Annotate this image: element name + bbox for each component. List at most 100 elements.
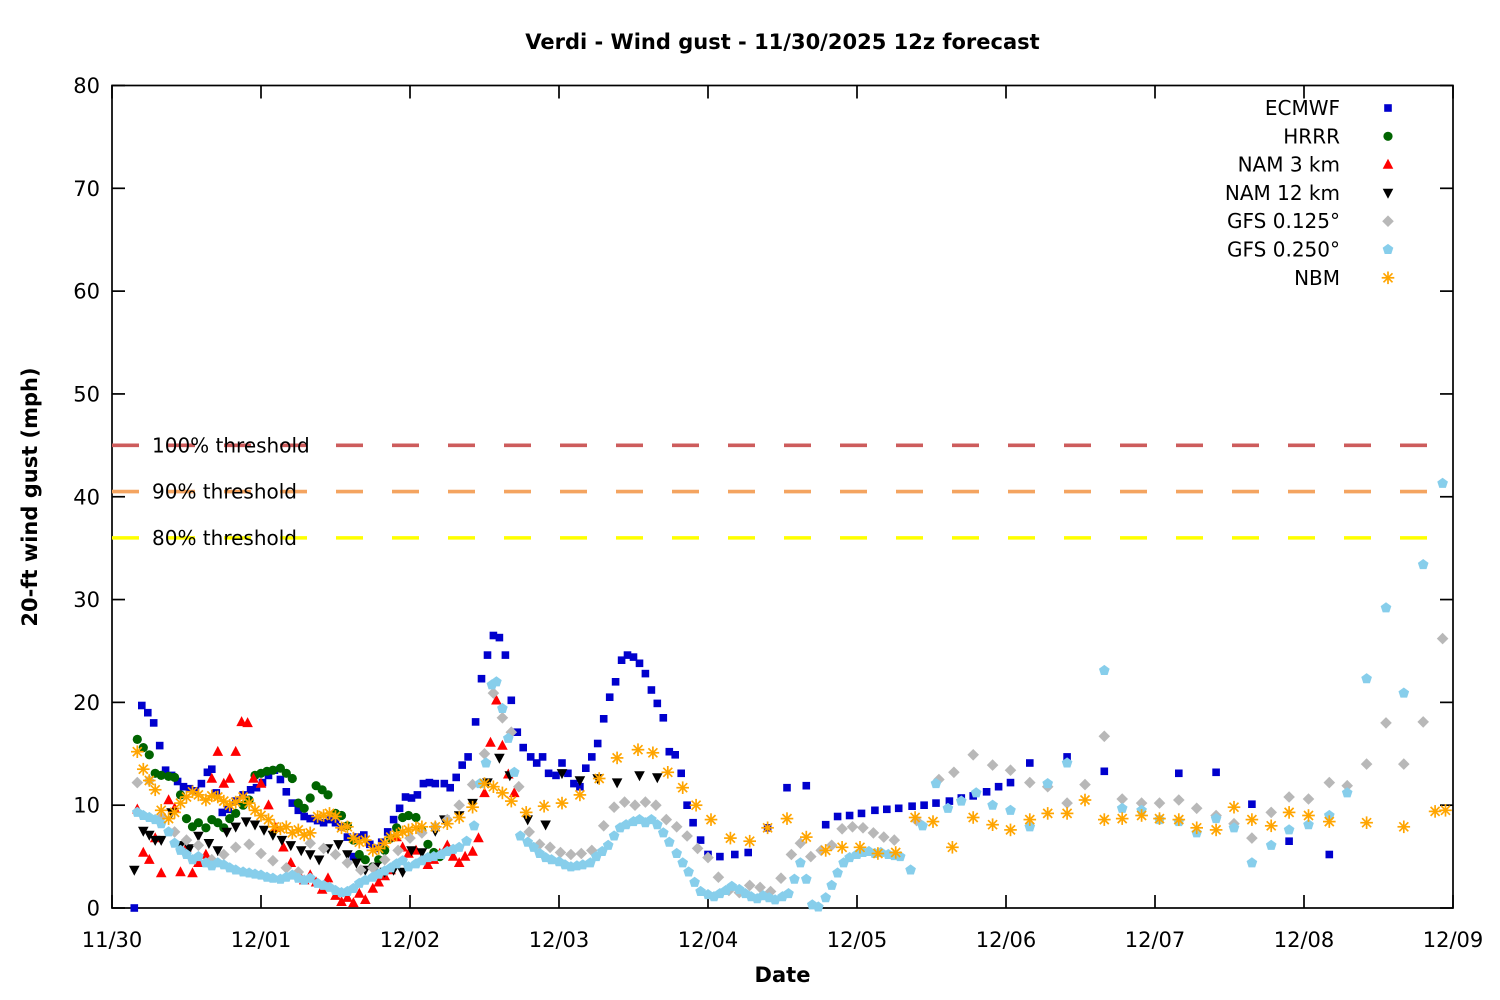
data-point (1265, 806, 1277, 819)
data-point (665, 747, 674, 756)
data-point (354, 849, 364, 860)
data-point (592, 772, 606, 785)
data-point (611, 678, 620, 686)
data-point (208, 765, 216, 773)
data-point (342, 891, 353, 902)
data-point (1078, 793, 1092, 807)
data-point (671, 847, 683, 859)
data-point (1005, 804, 1016, 815)
data-point (802, 781, 811, 790)
data-point (466, 800, 479, 814)
data-point (1323, 815, 1336, 828)
data-point (812, 901, 824, 912)
data-point (201, 823, 211, 833)
data-point (820, 892, 832, 903)
data-point (187, 867, 198, 878)
data-point (416, 848, 428, 859)
data-point (639, 796, 652, 808)
data-point (1265, 839, 1277, 850)
data-point (833, 812, 842, 821)
data-point (392, 823, 402, 833)
data-point (651, 819, 663, 830)
data-point (1026, 759, 1034, 767)
legend-marker-nbm-icon (1381, 271, 1395, 285)
data-point (1246, 832, 1258, 844)
legend-label-nbm: NBM (1294, 266, 1340, 290)
y-tick-label: 70 (73, 177, 100, 201)
data-point (148, 783, 162, 797)
data-point (467, 845, 478, 856)
data-point (130, 904, 139, 912)
data-point (641, 669, 650, 678)
legend-marker-gfs-0-125-icon (1382, 215, 1394, 227)
data-point (453, 799, 465, 811)
data-point (702, 851, 714, 864)
data-point (871, 847, 885, 860)
data-point (853, 840, 867, 854)
data-point (258, 825, 270, 836)
data-point (1398, 687, 1410, 698)
data-point (360, 855, 370, 865)
data-point (513, 728, 522, 736)
data-point (212, 745, 224, 756)
data-point (552, 771, 560, 780)
data-point (605, 693, 614, 701)
threshold-label-90-threshold: 90% threshold (152, 480, 297, 504)
data-point (1325, 850, 1334, 859)
legend-label-nam-3-km: NAM 3 km (1238, 153, 1340, 177)
data-point (138, 701, 146, 710)
data-point (783, 783, 791, 792)
data-point (513, 780, 525, 793)
data-point (565, 848, 577, 861)
data-point (1061, 797, 1073, 809)
data-point (358, 833, 372, 847)
data-point (329, 848, 342, 861)
data-point (305, 793, 315, 803)
data-point (422, 859, 434, 869)
data-point (144, 708, 152, 717)
data-point (267, 830, 279, 841)
data-point (537, 799, 551, 813)
data-point (1173, 794, 1185, 806)
data-point (378, 853, 391, 866)
data-point (471, 718, 480, 726)
data-point (163, 826, 174, 837)
data-point (634, 771, 645, 782)
data-point (867, 827, 880, 839)
x-tick-label: 11/30 (82, 928, 143, 952)
data-point (453, 857, 465, 867)
x-tick-label: 12/08 (1274, 928, 1335, 952)
data-point (137, 762, 150, 776)
data-point (354, 887, 365, 898)
data-point (478, 748, 491, 760)
data-point (1417, 559, 1429, 570)
x-tick-label: 12/02 (380, 928, 441, 952)
data-point (192, 788, 205, 802)
data-point (211, 790, 225, 804)
data-point (653, 699, 662, 708)
data-point (1004, 823, 1017, 837)
data-point (785, 848, 798, 861)
series-gfs-0-250 (131, 477, 1448, 912)
data-point (857, 822, 869, 834)
data-point (826, 879, 838, 890)
data-point (1006, 778, 1015, 787)
data-point (174, 796, 187, 810)
data-point (144, 750, 154, 760)
data-point (419, 779, 428, 788)
data-point (168, 806, 181, 819)
data-point (836, 823, 848, 835)
data-point (660, 813, 673, 826)
data-point (483, 651, 492, 659)
data-point (652, 773, 663, 784)
data-point (243, 838, 255, 851)
data-point (491, 694, 502, 705)
data-point (948, 766, 960, 779)
data-point (1115, 812, 1129, 825)
data-point (230, 822, 241, 833)
data-point (888, 834, 901, 846)
data-point (908, 802, 916, 810)
data-point (197, 779, 206, 788)
y-axis: 0 10 20 30 40 50 60 70 80 (73, 74, 1453, 921)
data-point (221, 827, 232, 838)
